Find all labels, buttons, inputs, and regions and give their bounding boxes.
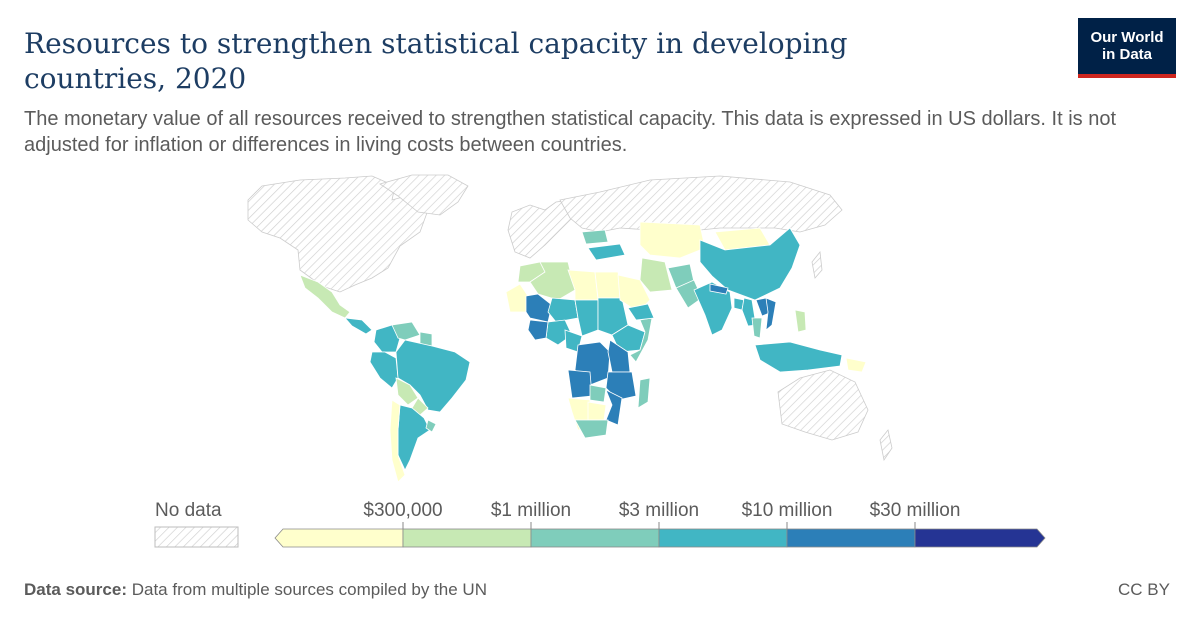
region-peru bbox=[369, 351, 399, 389]
region-vietnam bbox=[765, 297, 777, 331]
region-bolivia bbox=[395, 377, 419, 406]
region-venezuela bbox=[391, 321, 421, 341]
region-zambia bbox=[589, 384, 607, 403]
legend-bin-2 bbox=[530, 528, 660, 548]
region-kazakhstan bbox=[639, 221, 706, 259]
region-botswana bbox=[587, 401, 607, 421]
region-algeria bbox=[529, 261, 576, 301]
chart-subtitle: The monetary value of all resources rece… bbox=[24, 108, 1117, 156]
legend-labels: $300,000 $1 million $3 million $10 million $… bbox=[363, 500, 960, 529]
legend-no-data-swatch bbox=[154, 526, 239, 548]
data-source-text[interactable]: Data from multiple sources compiled by t… bbox=[131, 580, 487, 599]
region-madagascar bbox=[637, 377, 651, 409]
region-central-america bbox=[344, 317, 373, 335]
region-yemen bbox=[627, 303, 655, 321]
region-angola bbox=[567, 369, 593, 399]
legend-bin-5 bbox=[914, 528, 1046, 548]
region-philippines bbox=[794, 309, 807, 333]
legend-bin-4 bbox=[786, 528, 916, 548]
legend-threshold-label: $1 million bbox=[491, 500, 571, 521]
region-turkey bbox=[587, 243, 626, 261]
region-ghana bbox=[527, 319, 549, 341]
region-nepal bbox=[709, 283, 729, 295]
region-uruguay bbox=[425, 419, 437, 433]
region-papua-new-guinea bbox=[845, 357, 867, 373]
legend-threshold-label: $30 million bbox=[870, 500, 961, 521]
region-somalia bbox=[629, 317, 653, 363]
region-chad bbox=[574, 299, 599, 337]
region-south-africa bbox=[574, 419, 609, 439]
region-indonesia bbox=[754, 341, 843, 373]
logo-accent-bar bbox=[1078, 74, 1176, 78]
region-mozambique bbox=[605, 389, 623, 426]
owid-logo[interactable]: Our World in Data bbox=[1078, 18, 1176, 78]
legend-bin-1 bbox=[402, 528, 532, 548]
region-niger bbox=[547, 297, 579, 323]
world-map[interactable] bbox=[0, 165, 1200, 490]
license[interactable]: CC BY bbox=[1118, 580, 1170, 599]
region-chile bbox=[389, 399, 406, 483]
region-china bbox=[699, 227, 801, 301]
logo-line-1: Our World bbox=[1090, 29, 1164, 46]
region-india bbox=[693, 281, 733, 336]
data-source: Data source: Data from multiple sources … bbox=[24, 580, 487, 600]
legend-bin-0 bbox=[274, 528, 404, 548]
region-thailand bbox=[751, 317, 763, 339]
legend-bins bbox=[274, 528, 1046, 548]
region-ukraine bbox=[581, 229, 609, 245]
region-mauritania bbox=[505, 283, 529, 313]
data-source-label: Data source: bbox=[24, 580, 127, 599]
legend-no-data-label: No data bbox=[155, 500, 222, 521]
legend-bin-3 bbox=[658, 528, 788, 548]
region-mexico bbox=[299, 274, 351, 319]
no-data-regions bbox=[247, 174, 893, 462]
legend-threshold-label: $10 million bbox=[742, 500, 833, 521]
chart-title: Resources to strengthen statistical capa… bbox=[24, 27, 848, 95]
region-argentina bbox=[397, 404, 431, 471]
legend-threshold-label: $300,000 bbox=[363, 500, 442, 521]
region-iran bbox=[639, 257, 673, 293]
region-tanzania bbox=[605, 371, 637, 401]
legend-threshold-label: $3 million bbox=[619, 500, 699, 521]
logo-line-2: in Data bbox=[1101, 46, 1152, 63]
choropleth-regions bbox=[299, 221, 867, 483]
region-mali bbox=[525, 293, 553, 323]
color-legend: No data $300,000 $1 million $3 million $10 … bbox=[154, 500, 1046, 548]
